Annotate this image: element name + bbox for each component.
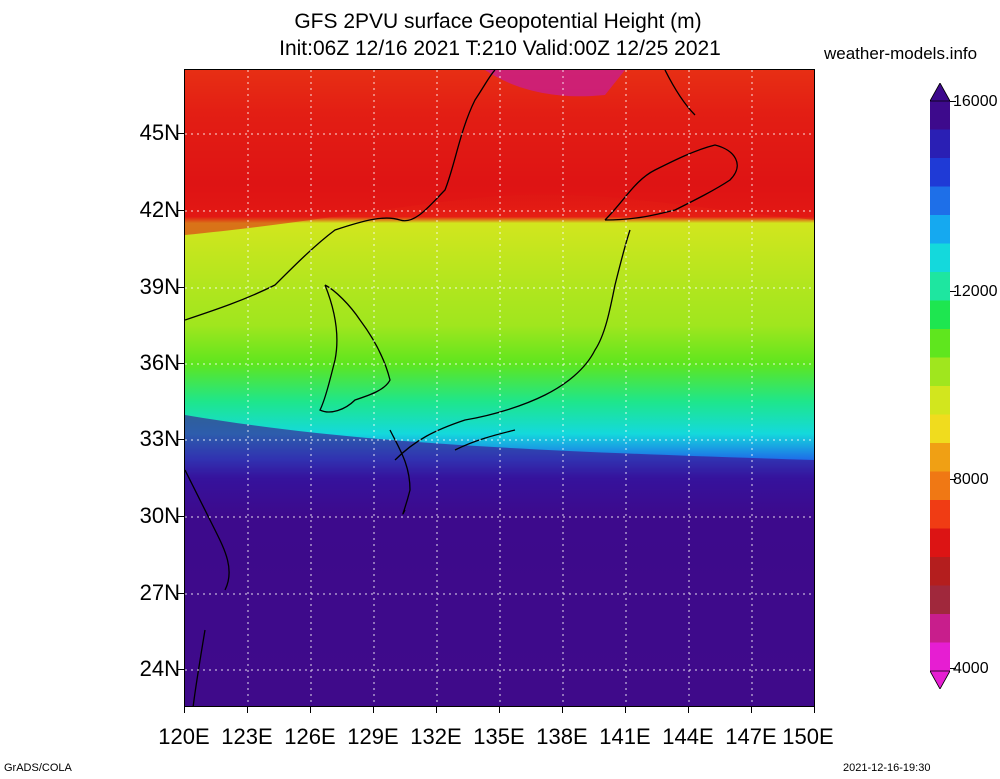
coastline-hokkaido (604, 144, 738, 221)
lon-label-123e: 123E (221, 724, 273, 749)
map-panel (184, 69, 815, 707)
colorbar-segment (930, 614, 950, 643)
coastline-honshu (394, 229, 631, 461)
colorbar-tick (950, 291, 956, 292)
colorbar-segment (930, 215, 950, 244)
colorbar-bottom-arrow (930, 670, 950, 689)
lat-label-27n: 27N (139, 580, 180, 605)
lon-tick (814, 707, 815, 713)
colorbar-label-8000: 8000 (953, 471, 989, 488)
chart-title: GFS 2PVU surface Geopotential Height (m) (294, 10, 702, 33)
lat-tick (178, 516, 184, 517)
lon-tick (436, 707, 437, 713)
colorbar-segment (930, 243, 950, 273)
lon-label-129e: 129E (347, 724, 399, 749)
lat-label-45n: 45N (139, 120, 180, 145)
lon-label-150e: 150E (782, 724, 834, 749)
lon-tick (310, 707, 311, 713)
lon-label-132e: 132E (410, 724, 462, 749)
colorbar-segment (930, 557, 950, 586)
high-latitude-band (185, 70, 814, 235)
lon-label-138e: 138E (536, 724, 588, 749)
footer-software-label: GrADS/COLA (4, 762, 72, 774)
colorbar-segment (930, 101, 950, 130)
lon-tick (562, 707, 563, 713)
chart-subtitle: Init:06Z 12/16 2021 T:210 Valid:00Z 12/2… (279, 37, 721, 60)
colorbar-tick (950, 479, 956, 480)
colorbar-segment (930, 329, 950, 358)
grid (185, 70, 814, 706)
lat-tick (178, 363, 184, 364)
colorbar-label-16000: 16000 (953, 93, 998, 110)
lat-tick (178, 287, 184, 288)
lat-label-33n: 33N (139, 426, 180, 451)
low-height-patch (485, 70, 625, 97)
lat-label-39n: 39N (139, 274, 180, 299)
lat-label-36n: 36N (139, 350, 180, 375)
colorbar-segment (930, 272, 950, 301)
lat-tick (178, 210, 184, 211)
colorbar-segment (930, 386, 950, 415)
coastline-taiwan (192, 629, 206, 706)
colorbar-segment (930, 471, 950, 501)
lat-tick (178, 133, 184, 134)
footer-timestamp: 2021-12-16-19:30 (843, 762, 931, 774)
credit-label: weather-models.info (824, 44, 978, 63)
colorbar-segment (930, 158, 950, 187)
colorbar-segment (930, 300, 950, 330)
colorbar-top-arrow (930, 83, 950, 102)
lat-tick (178, 593, 184, 594)
coastline-shikoku (454, 429, 516, 451)
colorbar-label-4000: 4000 (953, 660, 989, 677)
coastline-kyushu (389, 429, 411, 515)
lon-tick (247, 707, 248, 713)
lat-tick (178, 439, 184, 440)
colorbar-tick (950, 668, 956, 669)
colorbar-segment (930, 443, 950, 472)
lon-tick (625, 707, 626, 713)
lon-label-135e: 135E (473, 724, 525, 749)
lon-label-147e: 147E (725, 724, 777, 749)
lon-tick (499, 707, 500, 713)
lat-label-24n: 24N (139, 656, 180, 681)
colorbar (930, 83, 950, 689)
lat-tick (178, 669, 184, 670)
lon-tick (184, 707, 185, 713)
colorbar-segment (930, 129, 950, 159)
colorbar-segment (930, 357, 950, 387)
subtropical-band (185, 415, 814, 706)
lon-label-126e: 126E (284, 724, 336, 749)
colorbar-segment (930, 186, 950, 216)
coastline-korea (319, 284, 391, 413)
colorbar-segment (930, 414, 950, 444)
lon-tick (751, 707, 752, 713)
coastline-sakhalin (664, 70, 696, 116)
lat-label-30n: 30N (139, 503, 180, 528)
colorbar-segment (930, 585, 950, 615)
colorbar-tick (950, 101, 956, 102)
colorbar-segment (930, 500, 950, 529)
colorbar-segment (930, 642, 950, 672)
coastlines (185, 70, 738, 706)
colorbar-segment (930, 528, 950, 558)
lon-label-144e: 144E (662, 724, 714, 749)
colorbar-label-12000: 12000 (953, 283, 998, 300)
coastline-china-east (185, 469, 230, 591)
lon-label-141e: 141E (599, 724, 651, 749)
lat-label-42n: 42N (139, 197, 180, 222)
coastline-mainland (185, 70, 496, 321)
lon-label-120e: 120E (158, 724, 210, 749)
geopotential-field (185, 70, 814, 706)
lon-tick (688, 707, 689, 713)
lon-tick (373, 707, 374, 713)
